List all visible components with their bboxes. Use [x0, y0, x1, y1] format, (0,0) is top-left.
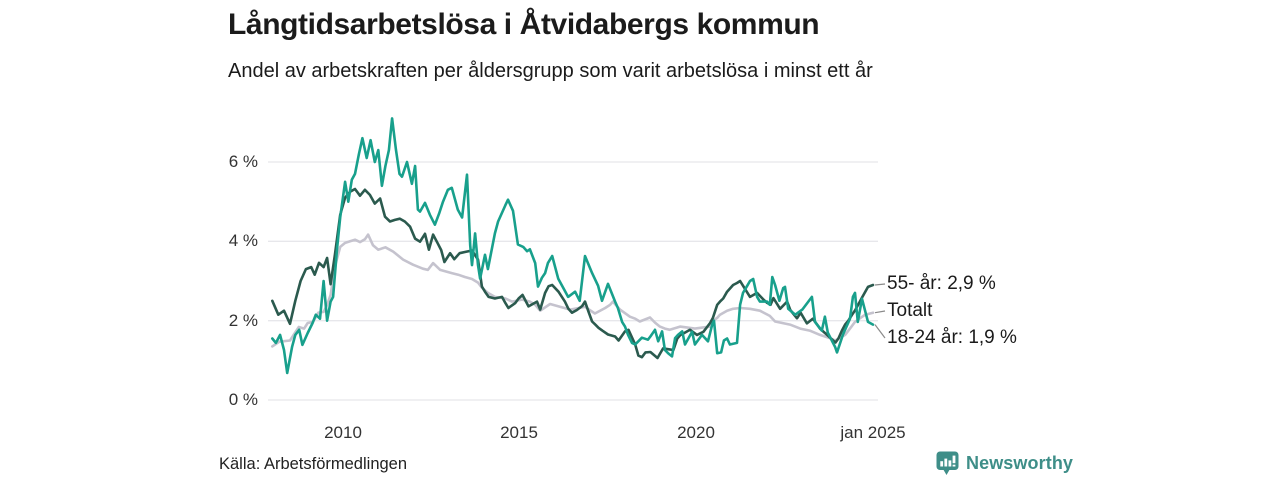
- series-end-label-total: Totalt: [887, 300, 933, 321]
- x-axis-tick-2020: 2020: [677, 423, 715, 442]
- y-axis-tick-6: 6 %: [228, 152, 258, 171]
- x-axis-tick-jan-2025: jan 2025: [840, 423, 906, 442]
- newsworthy-bubble-chart-icon: [936, 451, 959, 476]
- x-axis-tick-2015: 2015: [500, 423, 538, 442]
- label-connector-1: [874, 310, 886, 314]
- label-connector-0: [874, 283, 886, 286]
- source-note: Källa: Arbetsförmedlingen: [219, 455, 408, 473]
- label-connector-2: [874, 324, 886, 339]
- x-axis-tick-2010: 2010: [324, 423, 362, 442]
- chart-subtitle: Andel av arbetskraften per åldersgrupp s…: [228, 60, 873, 82]
- y-axis-tick-0: 0 %: [228, 390, 258, 409]
- y-axis-tick-2: 2 %: [228, 311, 258, 330]
- page-title: Långtidsarbetslösa i Åtvidabergs kommun: [228, 8, 820, 41]
- series-end-label-18-24: 18-24 år: 1,9 %: [887, 327, 1017, 348]
- series-line-55- år: [270, 187, 875, 360]
- series-line-18-24 år: [270, 117, 875, 375]
- newsworthy-wordmark: Newsworthy: [966, 453, 1074, 473]
- newsworthy-logo[interactable]: Newsworthy: [936, 451, 1073, 476]
- series-end-label-55-plus: 55- år: 2,9 %: [887, 273, 996, 294]
- y-axis-tick-4: 4 %: [228, 231, 258, 250]
